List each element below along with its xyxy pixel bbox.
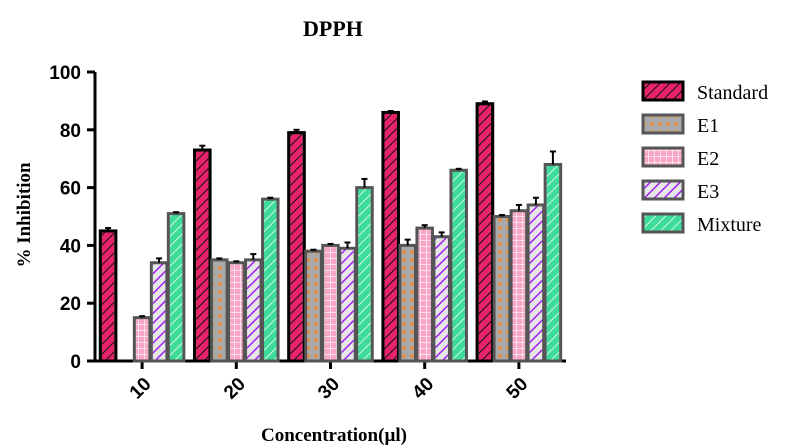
x-tick-label: 50 bbox=[503, 374, 533, 404]
bar bbox=[384, 112, 397, 362]
bar bbox=[512, 210, 526, 361]
bar bbox=[546, 164, 560, 361]
y-axis: 0 20 40 60 80 100 bbox=[49, 63, 97, 373]
bar bbox=[324, 245, 337, 361]
y-tick-label: 60 bbox=[60, 179, 81, 200]
y-tick-label: 80 bbox=[60, 121, 81, 142]
legend-swatch bbox=[641, 146, 685, 168]
bar bbox=[452, 170, 465, 361]
bar bbox=[101, 230, 115, 361]
legend-label: Standard bbox=[697, 82, 768, 104]
x-tick-label: 10 bbox=[126, 374, 156, 404]
legend-swatch bbox=[641, 113, 685, 135]
legend-swatch bbox=[641, 80, 685, 102]
y-axis-title: % Inhibition bbox=[14, 162, 35, 268]
bar bbox=[230, 262, 243, 361]
legend: Standard E1 E2 E3 Mixture bbox=[641, 80, 768, 236]
legend-label: Mixture bbox=[697, 214, 762, 236]
y-tick-label: 100 bbox=[49, 63, 81, 84]
bar bbox=[290, 132, 303, 361]
bar bbox=[478, 103, 492, 361]
bar bbox=[401, 245, 414, 361]
bar bbox=[529, 204, 543, 361]
legend-label: E2 bbox=[697, 148, 719, 170]
bar bbox=[418, 228, 431, 361]
bars bbox=[98, 100, 563, 363]
legend-label: E3 bbox=[697, 181, 719, 203]
x-axis-title: Concentration(µl) bbox=[261, 425, 407, 445]
x-tick-label: 40 bbox=[408, 374, 438, 404]
bar bbox=[264, 199, 277, 361]
bar bbox=[169, 213, 183, 361]
bar bbox=[135, 317, 149, 361]
bar bbox=[152, 262, 166, 361]
bar bbox=[247, 259, 260, 361]
bar bbox=[341, 248, 354, 361]
chart-title: DPPH bbox=[303, 16, 363, 41]
y-tick-label: 40 bbox=[60, 236, 81, 257]
legend-swatch bbox=[641, 179, 685, 201]
legend-swatch bbox=[641, 212, 685, 234]
x-tick-label: 30 bbox=[314, 374, 344, 404]
bar bbox=[213, 259, 226, 361]
bar bbox=[495, 216, 509, 361]
legend-label: E1 bbox=[697, 115, 719, 137]
y-tick-label: 0 bbox=[70, 352, 81, 373]
bar bbox=[307, 251, 320, 361]
x-tick-label: 20 bbox=[220, 374, 250, 404]
y-tick-label: 20 bbox=[60, 294, 81, 315]
x-axis: 10 20 30 40 50 bbox=[93, 359, 566, 404]
bar bbox=[358, 187, 371, 361]
bar bbox=[196, 150, 209, 361]
bar bbox=[435, 236, 448, 361]
